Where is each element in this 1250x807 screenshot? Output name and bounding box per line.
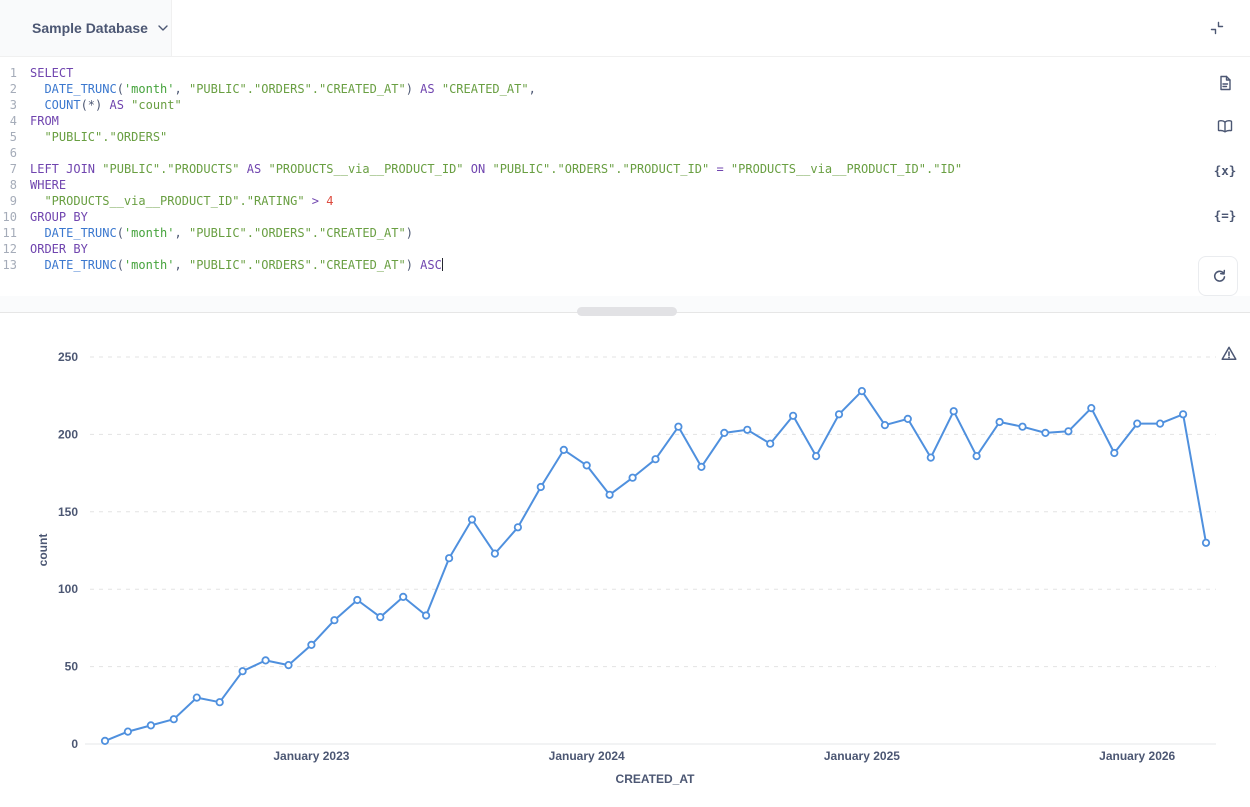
refresh-icon bbox=[1213, 269, 1225, 282]
variables-icon: {x} bbox=[1213, 162, 1237, 178]
database-picker-label: Sample Database bbox=[32, 20, 148, 36]
svg-text:100: 100 bbox=[58, 582, 78, 596]
contract-icon bbox=[1210, 21, 1224, 35]
svg-text:50: 50 bbox=[65, 660, 79, 674]
line-numbers: 1 2 3 4 5 6 7 8 9 10 11 12 13 bbox=[2, 66, 17, 272]
visualization-panel: 0 50 100 150 200 250 January 2023 January 2024 J… bbox=[0, 313, 1250, 807]
collapse-editor-button[interactable] bbox=[1208, 20, 1226, 38]
database-picker[interactable]: Sample Database bbox=[0, 0, 172, 56]
chevron-down-icon bbox=[158, 24, 168, 31]
sql-editor[interactable]: 1 2 3 4 5 6 7 8 9 10 11 12 13 SELECT DATE_TRUNC('mon… bbox=[0, 57, 1190, 296]
svg-text:January 2025: January 2025 bbox=[824, 749, 900, 763]
svg-text:January 2024: January 2024 bbox=[549, 749, 625, 763]
reference-book-icon bbox=[1217, 119, 1233, 132]
editor-side-toolbar: {x} {=} bbox=[1198, 57, 1250, 296]
line-chart: 0 50 100 150 200 250 January 2023 January 2024 J… bbox=[36, 350, 1216, 786]
svg-text:January 2026: January 2026 bbox=[1099, 749, 1175, 763]
svg-text:150: 150 bbox=[58, 505, 78, 519]
run-query-button[interactable] bbox=[1198, 256, 1238, 296]
resize-handle[interactable] bbox=[577, 307, 677, 316]
snippets-icon: {=} bbox=[1213, 207, 1237, 223]
svg-text:0: 0 bbox=[71, 737, 78, 751]
document-icon bbox=[1220, 75, 1231, 91]
warning-icon[interactable] bbox=[1220, 345, 1238, 363]
format-query-button[interactable] bbox=[1211, 69, 1239, 97]
variables-button[interactable]: {x} bbox=[1211, 156, 1239, 184]
sql-code[interactable]: SELECT DATE_TRUNC('month', "PUBLIC"."ORD… bbox=[30, 66, 963, 272]
editor-header: Sample Database bbox=[0, 0, 1250, 57]
data-reference-button[interactable] bbox=[1211, 112, 1239, 140]
svg-text:250: 250 bbox=[58, 350, 78, 364]
svg-text:count: count bbox=[36, 534, 50, 567]
svg-text:CREATED_AT: CREATED_AT bbox=[616, 772, 696, 786]
snippets-button[interactable]: {=} bbox=[1211, 201, 1239, 229]
svg-text:200: 200 bbox=[58, 427, 78, 441]
svg-text:January 2023: January 2023 bbox=[273, 749, 349, 763]
